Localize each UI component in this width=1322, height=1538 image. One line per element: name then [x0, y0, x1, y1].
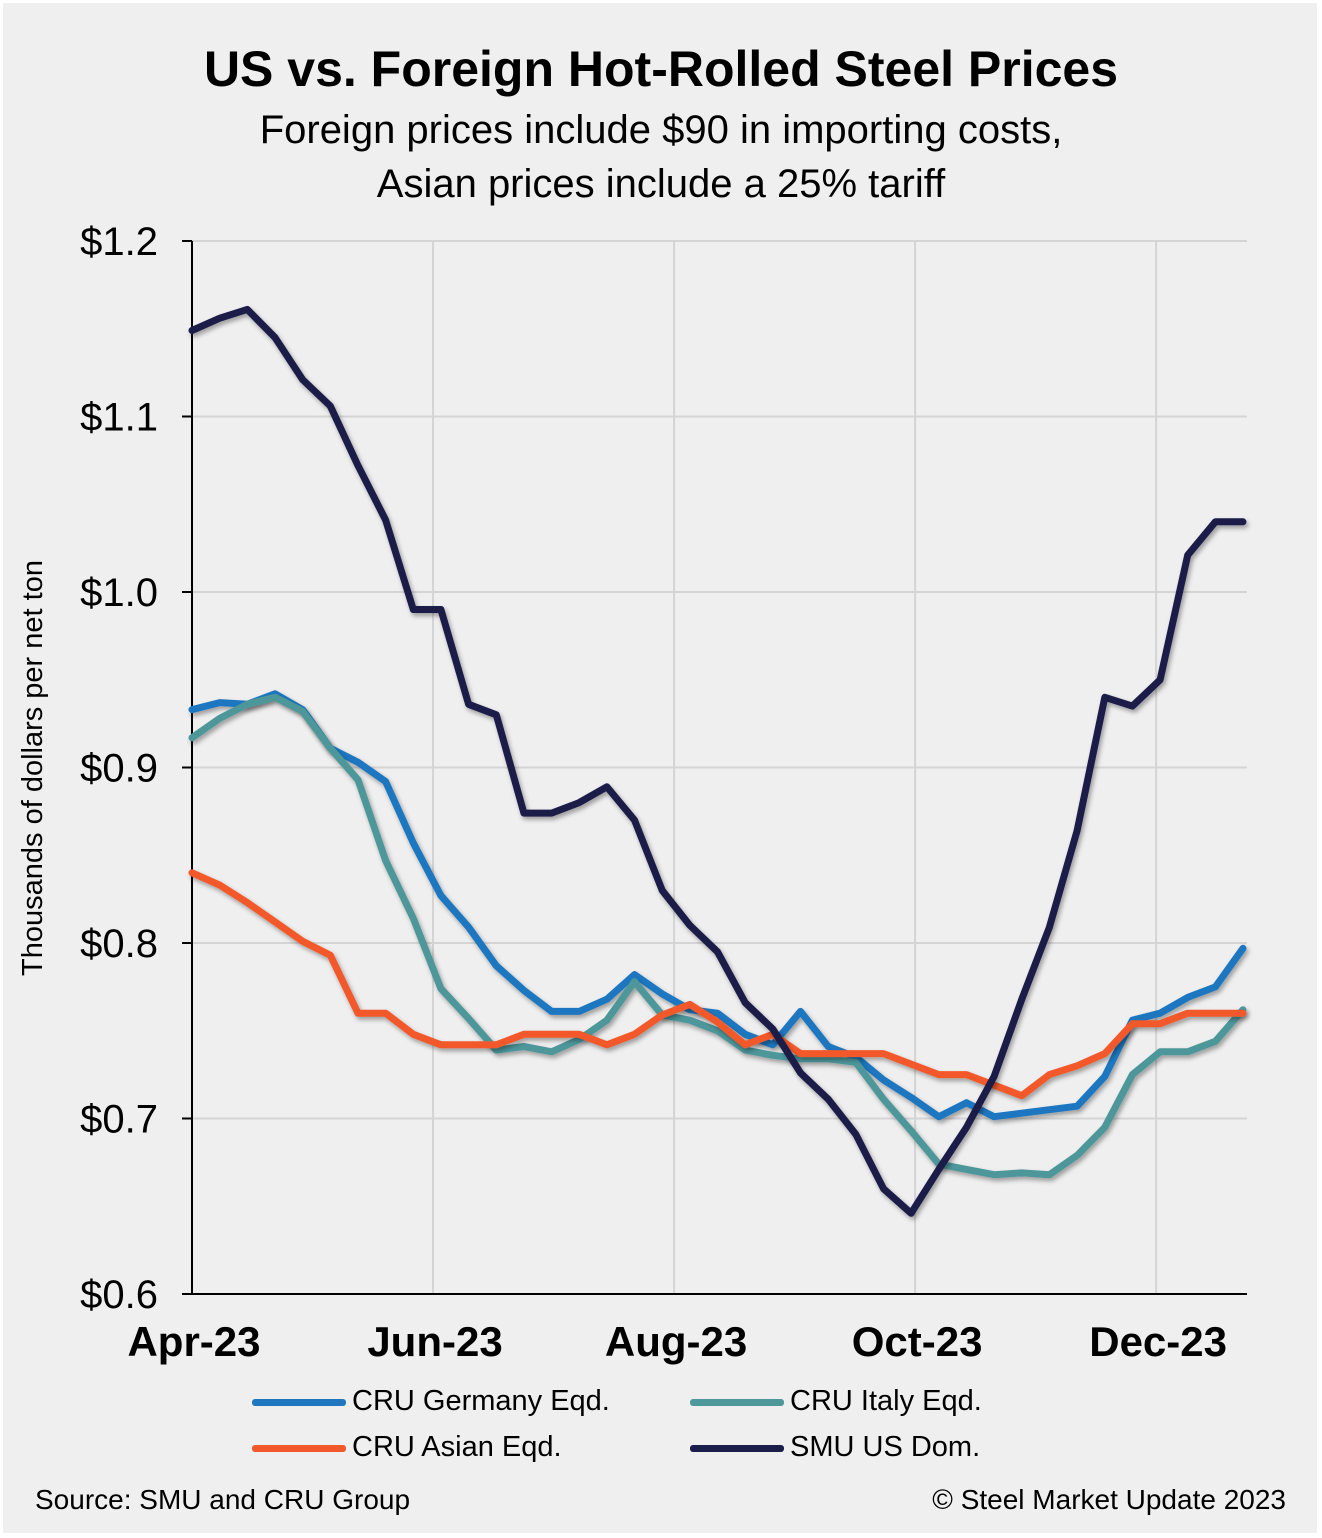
chart-title: US vs. Foreign Hot-Rolled Steel Prices: [203, 41, 1119, 97]
x-tick-label: Dec-23: [1089, 1318, 1227, 1365]
legend-swatch: [252, 1445, 346, 1452]
legend-label: SMU US Dom.: [790, 1431, 981, 1463]
copyright-note: © Steel Market Update 2023: [932, 1484, 1286, 1515]
chart-subtitle-line2: Asian prices include a 25% tariff: [376, 162, 946, 206]
y-tick-label: $0.8: [80, 922, 158, 966]
y-axis-label: Thousands of dollars per net ton: [17, 560, 49, 976]
source-note: Source: SMU and CRU Group: [35, 1484, 411, 1515]
series-line-cru-asian-eqd: [188, 869, 1247, 1100]
series-line-cru-italy-eqd: [188, 693, 1247, 1179]
y-tick-label: $1.1: [80, 396, 158, 440]
legend-swatch: [690, 1399, 784, 1406]
x-tick-label: Jun-23: [367, 1318, 502, 1365]
legend-label: CRU Asian Eqd.: [352, 1431, 562, 1463]
chart-subtitle-line1: Foreign prices include $90 in importing …: [259, 108, 1063, 152]
x-tick-label: Oct-23: [852, 1318, 983, 1365]
legend-label: CRU Italy Eqd.: [790, 1385, 982, 1417]
legend-swatch: [690, 1445, 784, 1452]
legend-swatch: [252, 1399, 346, 1406]
y-tick-label: $0.7: [80, 1098, 158, 1142]
y-tick-label: $1.2: [80, 220, 158, 264]
series-line-cru-germany-eqd: [188, 690, 1247, 1121]
y-tick-label: $1.0: [80, 571, 158, 615]
x-tick-label: Aug-23: [605, 1318, 747, 1365]
y-tick-label: $0.6: [80, 1273, 158, 1317]
legend-label: CRU Germany Eqd.: [352, 1385, 610, 1417]
y-tick-label: $0.9: [80, 747, 158, 791]
series-line-smu-us-dom: [188, 305, 1247, 1217]
x-tick-label: Apr-23: [127, 1318, 260, 1365]
